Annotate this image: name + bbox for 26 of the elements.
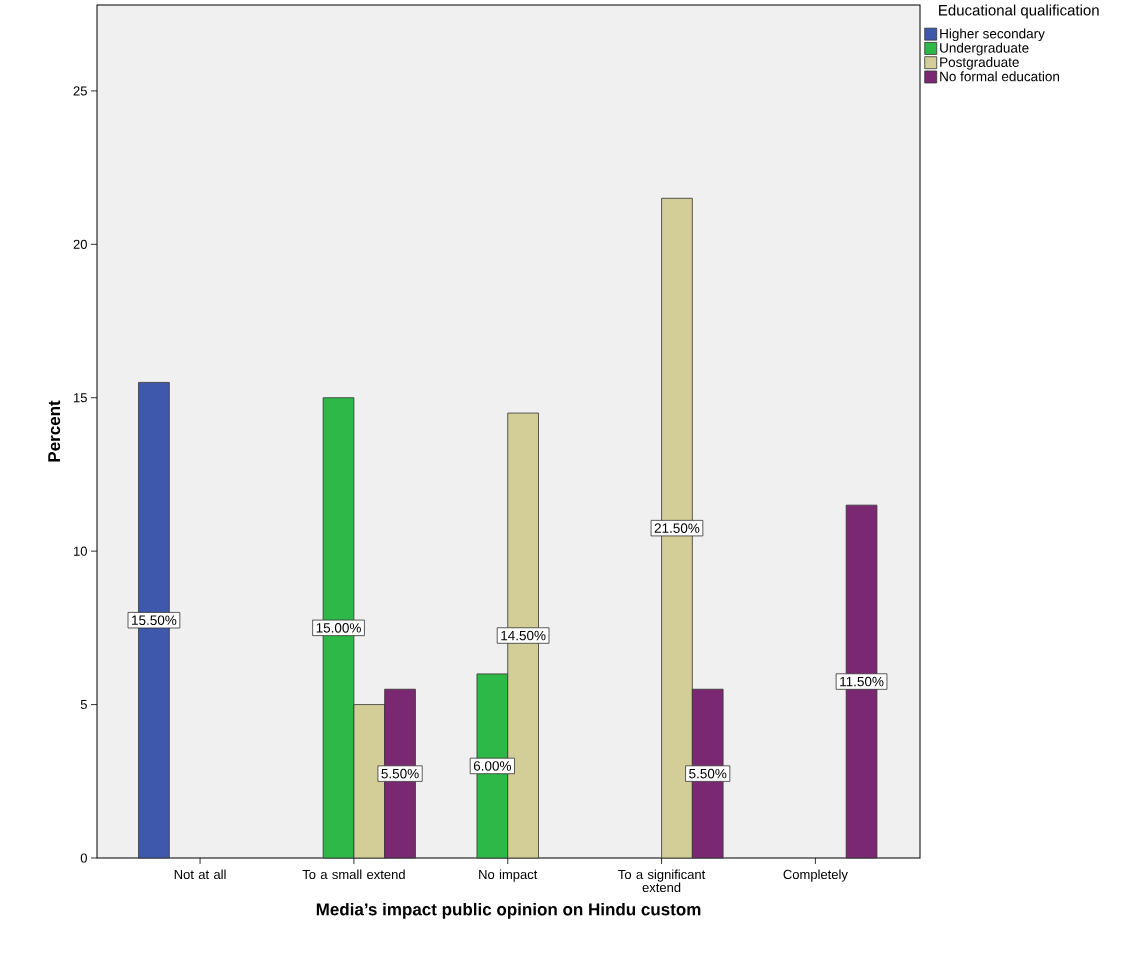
data-label: 14.50% bbox=[501, 630, 546, 641]
legend-label: Undergraduate bbox=[940, 42, 1029, 56]
y-tick-label: 15 bbox=[74, 393, 87, 403]
y-tick-label: 0 bbox=[80, 853, 87, 863]
x-tick-label: Not at all bbox=[174, 869, 226, 880]
x-tick-label: To a small extend bbox=[302, 869, 405, 880]
x-tick-label: No impact bbox=[479, 869, 538, 882]
data-label: 5.50% bbox=[689, 768, 727, 779]
legend-title: Educational qualification bbox=[939, 4, 1099, 19]
legend-label: Postgraduate bbox=[940, 57, 1019, 70]
data-label: 11.50% bbox=[840, 676, 884, 687]
y-tick-label: 5 bbox=[80, 700, 87, 710]
x-axis-title: Media’s impact public opinion on Hindu custom bbox=[316, 902, 701, 919]
y-tick-label: 25 bbox=[73, 86, 87, 96]
x-tick-label: Completely bbox=[783, 869, 848, 882]
data-label: 21.50% bbox=[654, 523, 700, 533]
data-label: 15.50% bbox=[132, 615, 177, 625]
y-tick-label: 20 bbox=[73, 239, 87, 249]
data-label: 15.00% bbox=[316, 623, 361, 633]
data-label: 5.50% bbox=[381, 768, 419, 779]
legend-label: Higher secondary bbox=[940, 28, 1045, 42]
y-axis-title: Percent bbox=[48, 400, 61, 462]
x-tick-label: To a significant extend bbox=[618, 869, 706, 893]
data-label: 6.00% bbox=[473, 761, 512, 771]
legend-label: No formal education bbox=[940, 71, 1060, 82]
y-tick-label: 10 bbox=[74, 546, 87, 556]
